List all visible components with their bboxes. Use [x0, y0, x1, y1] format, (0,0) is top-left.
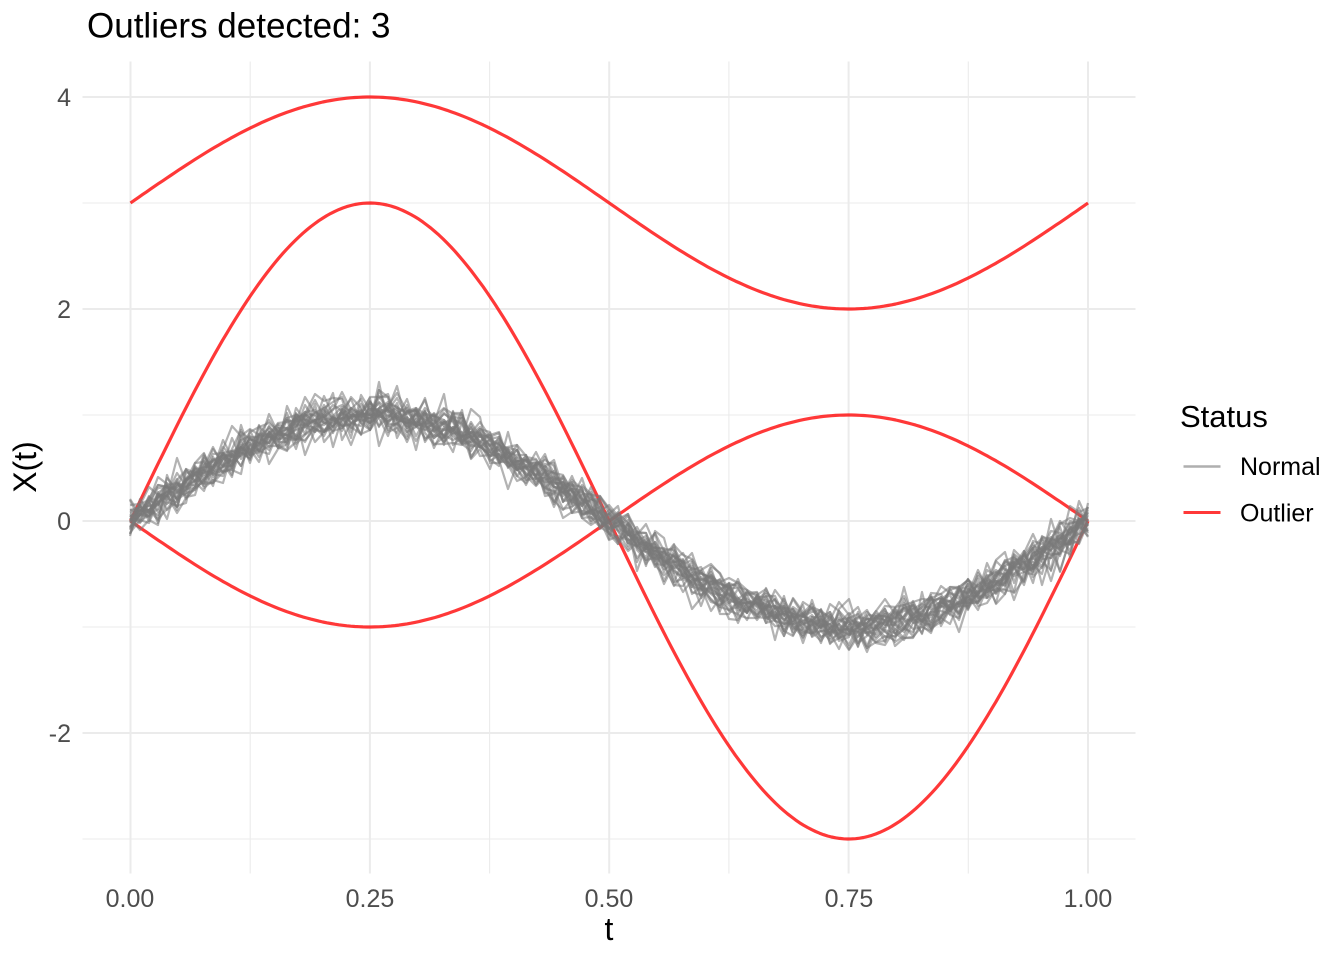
svg-text:2: 2 — [57, 296, 71, 324]
svg-text:Outlier: Outlier — [1240, 500, 1314, 528]
svg-text:4: 4 — [57, 84, 71, 112]
svg-text:1.00: 1.00 — [1064, 885, 1113, 913]
svg-text:0: 0 — [57, 508, 71, 536]
svg-text:-2: -2 — [49, 720, 71, 748]
svg-text:Status: Status — [1180, 399, 1268, 434]
svg-text:0.50: 0.50 — [585, 885, 634, 913]
svg-text:0.75: 0.75 — [825, 885, 874, 913]
svg-text:X(t): X(t) — [7, 441, 43, 493]
svg-text:0.25: 0.25 — [346, 885, 395, 913]
svg-text:Outliers detected: 3: Outliers detected: 3 — [87, 7, 391, 46]
svg-text:0.00: 0.00 — [106, 885, 155, 913]
svg-text:t: t — [605, 911, 614, 947]
svg-text:Normal: Normal — [1240, 453, 1321, 481]
